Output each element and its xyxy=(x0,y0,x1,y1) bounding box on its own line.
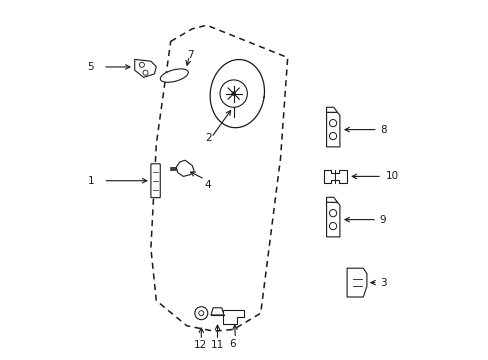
Text: 8: 8 xyxy=(380,125,386,135)
Circle shape xyxy=(220,80,247,107)
Circle shape xyxy=(329,210,336,217)
Circle shape xyxy=(329,132,336,140)
Polygon shape xyxy=(326,107,337,112)
Circle shape xyxy=(139,62,144,67)
Polygon shape xyxy=(134,59,156,77)
Circle shape xyxy=(329,120,336,127)
Text: 10: 10 xyxy=(385,171,398,181)
Text: 9: 9 xyxy=(379,215,386,225)
Polygon shape xyxy=(223,310,244,324)
Ellipse shape xyxy=(160,69,188,82)
Polygon shape xyxy=(211,308,224,315)
Polygon shape xyxy=(346,268,366,297)
Polygon shape xyxy=(326,202,339,237)
Circle shape xyxy=(199,311,203,316)
FancyBboxPatch shape xyxy=(151,164,160,198)
Text: 12: 12 xyxy=(194,340,207,350)
Circle shape xyxy=(194,307,207,320)
Text: 7: 7 xyxy=(186,50,193,60)
Circle shape xyxy=(231,92,235,95)
Text: 5: 5 xyxy=(87,62,94,72)
Circle shape xyxy=(142,70,148,75)
Text: 11: 11 xyxy=(210,340,224,350)
Text: 4: 4 xyxy=(204,180,211,190)
Text: 1: 1 xyxy=(87,176,94,186)
Text: 2: 2 xyxy=(204,132,211,143)
Polygon shape xyxy=(176,160,194,176)
Polygon shape xyxy=(326,197,337,202)
Circle shape xyxy=(329,222,336,230)
Text: 3: 3 xyxy=(380,278,386,288)
Text: 6: 6 xyxy=(229,339,236,349)
Polygon shape xyxy=(323,170,346,183)
Polygon shape xyxy=(326,112,339,147)
